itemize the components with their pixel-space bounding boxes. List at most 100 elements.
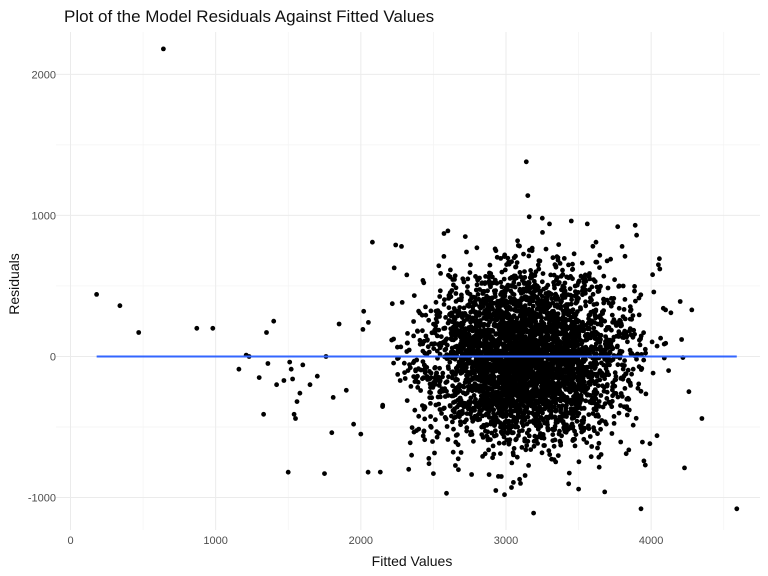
data-point — [274, 382, 279, 388]
data-point — [506, 363, 512, 369]
data-point — [509, 485, 514, 490]
data-point — [596, 288, 602, 294]
data-point — [514, 275, 519, 281]
data-point — [647, 441, 653, 447]
data-point — [593, 239, 599, 245]
data-point — [611, 296, 617, 301]
data-point — [429, 341, 434, 347]
data-point — [531, 443, 537, 449]
data-point — [523, 373, 528, 378]
data-point — [540, 363, 546, 369]
data-point — [641, 357, 647, 363]
data-point — [487, 262, 493, 268]
data-point — [629, 316, 635, 322]
data-point — [446, 318, 452, 323]
data-point — [600, 318, 606, 324]
data-point — [654, 343, 660, 349]
data-point — [566, 302, 571, 307]
data-point — [490, 443, 496, 449]
data-point — [567, 384, 572, 389]
data-point — [420, 433, 426, 439]
data-point — [437, 379, 443, 385]
data-point — [530, 298, 536, 304]
data-point — [491, 383, 497, 389]
data-point — [441, 254, 447, 259]
data-point — [513, 437, 519, 443]
data-point — [600, 311, 605, 316]
data-point — [558, 442, 564, 448]
data-point — [517, 270, 523, 275]
data-point — [466, 399, 472, 404]
data-point — [438, 394, 443, 400]
data-point — [531, 278, 537, 284]
data-point — [510, 397, 516, 403]
data-point — [117, 303, 123, 309]
data-point — [424, 374, 430, 379]
data-point — [380, 402, 386, 408]
data-point — [589, 444, 595, 449]
data-point — [584, 371, 589, 377]
data-point — [531, 510, 536, 516]
data-point — [477, 403, 482, 409]
data-point — [622, 358, 627, 363]
data-point — [464, 249, 469, 255]
data-point — [294, 399, 300, 404]
data-point — [610, 300, 616, 306]
data-point — [699, 416, 705, 421]
data-point — [552, 423, 558, 429]
data-point — [488, 282, 493, 288]
data-point — [454, 327, 460, 333]
data-point — [499, 410, 505, 416]
data-point — [508, 380, 513, 386]
data-point — [547, 301, 553, 307]
data-point — [475, 334, 481, 340]
data-point — [496, 407, 502, 412]
data-point — [436, 263, 442, 269]
data-point — [526, 253, 532, 259]
data-point — [300, 362, 306, 368]
data-point — [531, 406, 537, 412]
data-point — [526, 361, 532, 366]
data-point — [510, 385, 516, 391]
data-point — [584, 221, 590, 227]
data-point — [433, 299, 439, 305]
data-point — [551, 427, 556, 433]
y-tick-label: -1000 — [28, 493, 56, 505]
data-point — [506, 315, 512, 320]
data-point — [511, 446, 517, 451]
data-point — [552, 437, 558, 443]
data-point — [475, 416, 480, 422]
data-point — [624, 412, 630, 418]
data-point — [481, 386, 486, 392]
data-point — [508, 429, 513, 435]
data-point — [474, 245, 480, 251]
data-point — [539, 215, 545, 221]
data-point — [560, 272, 566, 277]
data-point — [528, 285, 534, 290]
data-point — [651, 289, 657, 295]
data-point — [440, 370, 446, 376]
x-tick-label: 1000 — [203, 535, 227, 547]
data-point — [571, 398, 576, 403]
data-point — [549, 375, 555, 380]
data-point — [534, 283, 540, 289]
data-point — [485, 322, 491, 327]
data-point — [612, 370, 618, 376]
data-point — [479, 281, 485, 286]
data-point — [451, 349, 457, 355]
data-point — [422, 416, 428, 422]
data-point — [568, 218, 574, 224]
data-point — [492, 343, 497, 348]
data-point — [293, 416, 298, 421]
data-point — [596, 399, 602, 404]
data-point — [412, 407, 418, 413]
data-point — [499, 425, 505, 431]
data-point — [526, 214, 532, 220]
data-point — [614, 333, 620, 339]
data-point — [509, 460, 515, 466]
data-point — [566, 262, 571, 268]
data-point — [559, 368, 565, 373]
data-point — [516, 386, 522, 392]
data-point — [498, 474, 504, 479]
data-point — [548, 272, 554, 278]
